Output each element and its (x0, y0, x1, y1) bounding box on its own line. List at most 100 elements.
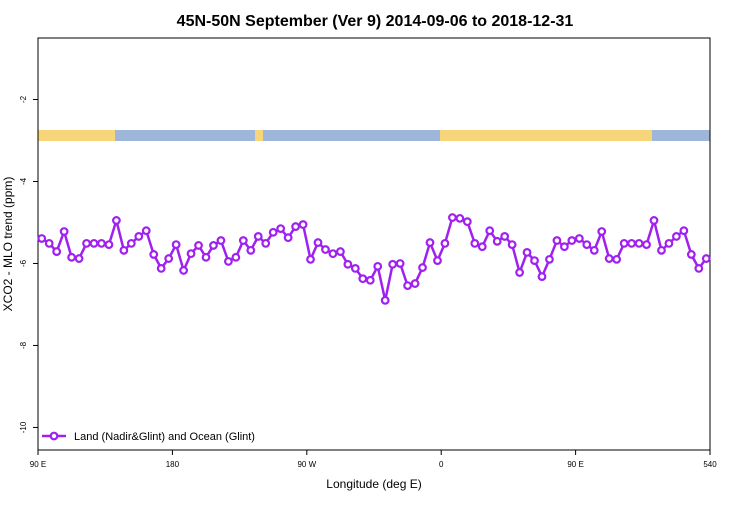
point (395, 259, 405, 268)
point (597, 227, 607, 236)
point (201, 252, 211, 262)
x-axis-label: Longitude (deg E) (326, 477, 421, 491)
point (433, 256, 442, 266)
y-tick-label: -10 (19, 421, 28, 433)
point (238, 236, 248, 245)
point (246, 245, 256, 255)
land-ocean-strip (38, 130, 710, 141)
point (59, 227, 69, 236)
point (343, 259, 353, 269)
point (268, 227, 278, 237)
point (545, 254, 554, 264)
point (500, 232, 510, 241)
point (686, 250, 696, 259)
plot-frame (37, 37, 711, 451)
y-axis-label: XCO2 - MLO trend (ppm) (1, 177, 15, 312)
point (679, 226, 689, 236)
point (283, 233, 293, 243)
point (589, 245, 599, 255)
point (253, 232, 263, 241)
point (522, 248, 532, 257)
point (574, 234, 584, 243)
point (298, 220, 308, 229)
point (306, 254, 315, 264)
point (276, 224, 286, 234)
point (365, 275, 375, 285)
point (261, 238, 271, 248)
point (231, 252, 241, 262)
point (448, 213, 457, 222)
point (694, 263, 704, 273)
x-tick-label: 90 W (297, 460, 316, 469)
point (425, 238, 435, 247)
point (462, 217, 472, 227)
point (672, 232, 681, 241)
point (604, 254, 614, 263)
point (111, 216, 121, 225)
point (537, 272, 547, 281)
point (582, 240, 592, 250)
point (634, 238, 644, 248)
point (179, 266, 189, 275)
point (567, 236, 577, 245)
point (410, 279, 420, 288)
point (664, 238, 674, 248)
point (67, 252, 76, 262)
point (642, 240, 651, 250)
y-tick-label: -6 (19, 259, 28, 267)
legend-marker (49, 431, 59, 441)
point (89, 238, 99, 248)
point (313, 238, 323, 247)
point (403, 281, 413, 291)
x-tick-label: 180 (166, 460, 180, 469)
point (156, 263, 166, 273)
point (44, 238, 54, 248)
point (52, 247, 62, 256)
point (649, 216, 659, 225)
point (612, 254, 622, 264)
point (388, 259, 398, 269)
point (455, 213, 465, 223)
point (530, 256, 539, 266)
x-tick-label: 90 E (567, 460, 583, 469)
x-tick-label: 0 (439, 460, 444, 469)
point (216, 236, 226, 245)
point (515, 268, 524, 277)
point (164, 254, 174, 263)
chart-title: 45N-50N September (Ver 9) 2014-09-06 to … (177, 13, 574, 30)
point (336, 247, 345, 256)
point (126, 238, 136, 248)
point (291, 222, 301, 231)
point (492, 236, 502, 246)
point (209, 241, 218, 250)
point (134, 232, 144, 241)
point (657, 245, 666, 255)
point (477, 242, 487, 252)
point (380, 295, 390, 305)
point (97, 238, 106, 248)
point (440, 238, 450, 248)
y-tick-label: -2 (19, 95, 28, 103)
point (328, 249, 338, 259)
point (321, 245, 330, 254)
point (104, 240, 114, 250)
point (358, 274, 368, 284)
point (373, 261, 383, 271)
point (701, 254, 711, 263)
point (470, 238, 480, 248)
y-tick-label: -4 (19, 177, 28, 185)
point (350, 263, 360, 273)
point (119, 245, 129, 255)
point (552, 236, 562, 245)
point (186, 249, 196, 259)
point (149, 250, 159, 259)
point (619, 238, 629, 248)
point (37, 234, 47, 243)
point (194, 241, 203, 250)
x-tick-label: 540 (703, 460, 717, 469)
point (82, 238, 91, 248)
point (627, 238, 636, 248)
point (418, 263, 427, 272)
point (74, 254, 84, 263)
